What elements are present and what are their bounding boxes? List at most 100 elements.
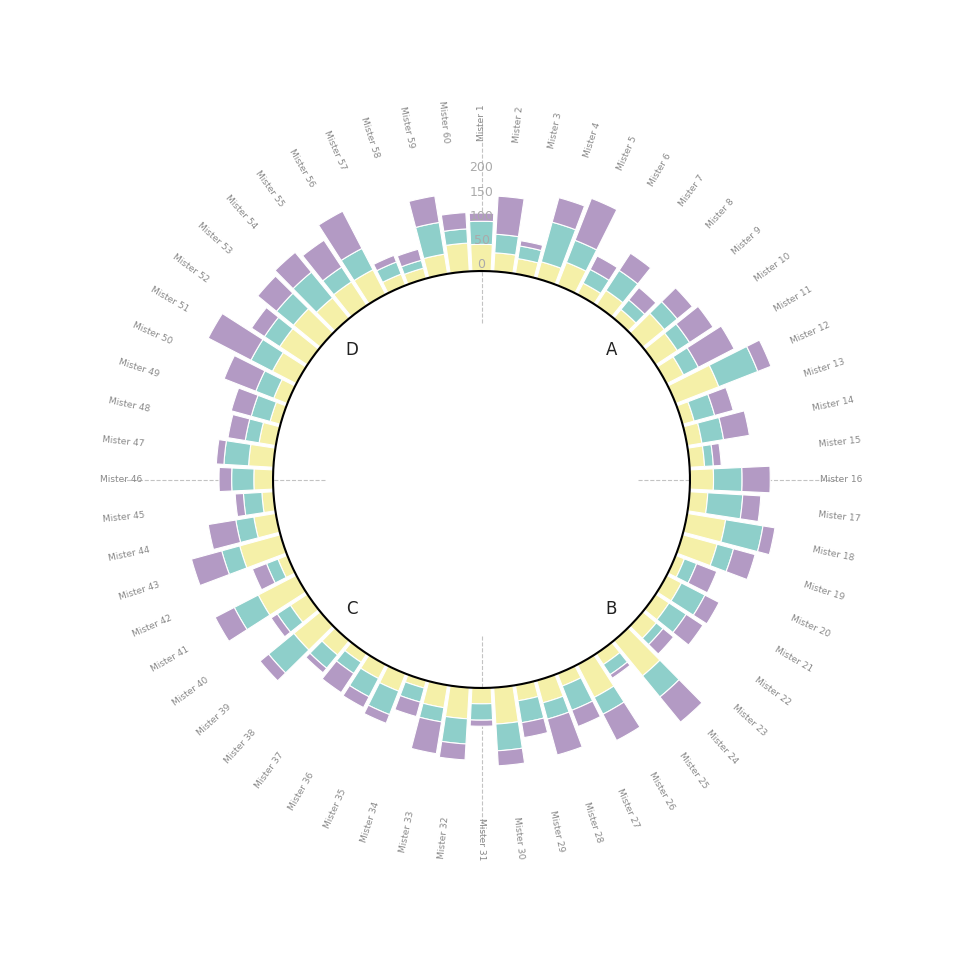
Bar	[552, 198, 585, 230]
Text: Mister 57: Mister 57	[323, 129, 348, 172]
Bar	[657, 603, 687, 633]
Bar	[224, 356, 265, 391]
Bar	[583, 269, 609, 293]
Text: Mister 58: Mister 58	[359, 115, 381, 158]
Bar	[219, 467, 232, 492]
Bar	[260, 654, 286, 681]
Bar	[470, 720, 493, 726]
Bar	[306, 653, 326, 673]
Bar	[323, 267, 351, 294]
Text: 150: 150	[470, 185, 493, 199]
Bar	[758, 526, 775, 554]
Text: Mister 16: Mister 16	[820, 475, 863, 484]
Bar	[374, 255, 397, 270]
Bar	[495, 234, 518, 255]
Bar	[231, 388, 258, 416]
Bar	[215, 607, 247, 642]
Text: Mister 37: Mister 37	[254, 751, 286, 790]
Bar	[518, 246, 541, 263]
Text: Mister 8: Mister 8	[705, 198, 736, 231]
Bar	[719, 410, 749, 439]
Bar	[742, 466, 770, 493]
Bar	[693, 596, 719, 623]
Bar	[610, 662, 630, 678]
Bar	[746, 340, 771, 371]
Bar	[668, 365, 718, 404]
Text: Mister 51: Mister 51	[149, 285, 191, 314]
Bar	[630, 314, 664, 347]
Text: Mister 35: Mister 35	[323, 787, 348, 830]
Bar	[446, 243, 469, 273]
Bar	[246, 419, 264, 443]
Text: D: D	[346, 340, 358, 359]
Bar	[441, 213, 467, 231]
Bar	[594, 686, 624, 714]
Bar	[543, 696, 569, 719]
Bar	[423, 681, 448, 708]
Bar	[350, 668, 378, 697]
Bar	[439, 741, 466, 760]
Text: Mister 13: Mister 13	[802, 358, 846, 379]
Bar	[400, 682, 425, 702]
Bar	[690, 469, 714, 490]
Bar	[515, 259, 538, 278]
Bar	[518, 696, 544, 723]
Bar	[714, 467, 742, 492]
Text: Mister 3: Mister 3	[548, 111, 564, 149]
Bar	[251, 339, 283, 371]
Bar	[657, 575, 682, 601]
Bar	[522, 718, 548, 737]
Bar	[368, 683, 399, 714]
Text: Mister 54: Mister 54	[223, 194, 258, 231]
Bar	[244, 492, 264, 515]
Bar	[677, 402, 694, 424]
Text: Mister 28: Mister 28	[582, 801, 604, 843]
Text: Mister 33: Mister 33	[398, 810, 415, 854]
Bar	[498, 748, 525, 766]
Text: Mister 27: Mister 27	[615, 787, 640, 830]
Bar	[711, 443, 721, 466]
Text: 0: 0	[478, 258, 485, 271]
Text: Mister 4: Mister 4	[582, 121, 602, 158]
Bar	[726, 549, 755, 579]
Bar	[322, 628, 350, 655]
Bar	[310, 641, 337, 668]
Bar	[660, 680, 702, 722]
Bar	[710, 544, 734, 572]
Bar	[604, 652, 628, 675]
Bar	[262, 492, 275, 512]
Bar	[402, 260, 424, 274]
Bar	[404, 269, 427, 285]
Bar	[221, 546, 247, 574]
Text: Mister 19: Mister 19	[802, 580, 846, 601]
Bar	[619, 253, 651, 284]
Bar	[536, 674, 563, 703]
Text: Mister 9: Mister 9	[730, 225, 764, 256]
Bar	[697, 417, 723, 443]
Bar	[208, 314, 263, 361]
Bar	[377, 262, 402, 282]
Bar	[613, 310, 636, 331]
Bar	[662, 288, 692, 319]
Bar	[235, 494, 246, 517]
Bar	[606, 270, 638, 303]
Bar	[673, 348, 698, 375]
Bar	[341, 248, 373, 281]
Text: Mister 25: Mister 25	[677, 751, 709, 790]
Bar	[688, 492, 708, 514]
Bar	[657, 357, 684, 384]
Bar	[258, 276, 293, 312]
Bar	[536, 262, 561, 285]
Bar	[469, 213, 494, 222]
Text: Mister 42: Mister 42	[132, 613, 173, 639]
Bar	[644, 595, 669, 620]
Bar	[721, 520, 763, 551]
Bar	[603, 702, 640, 740]
Bar	[248, 444, 275, 467]
Bar	[515, 681, 538, 701]
Bar	[676, 306, 713, 342]
Bar	[343, 686, 369, 708]
Text: Mister 50: Mister 50	[131, 320, 173, 346]
Bar	[424, 254, 448, 278]
Text: Mister 56: Mister 56	[287, 147, 316, 188]
